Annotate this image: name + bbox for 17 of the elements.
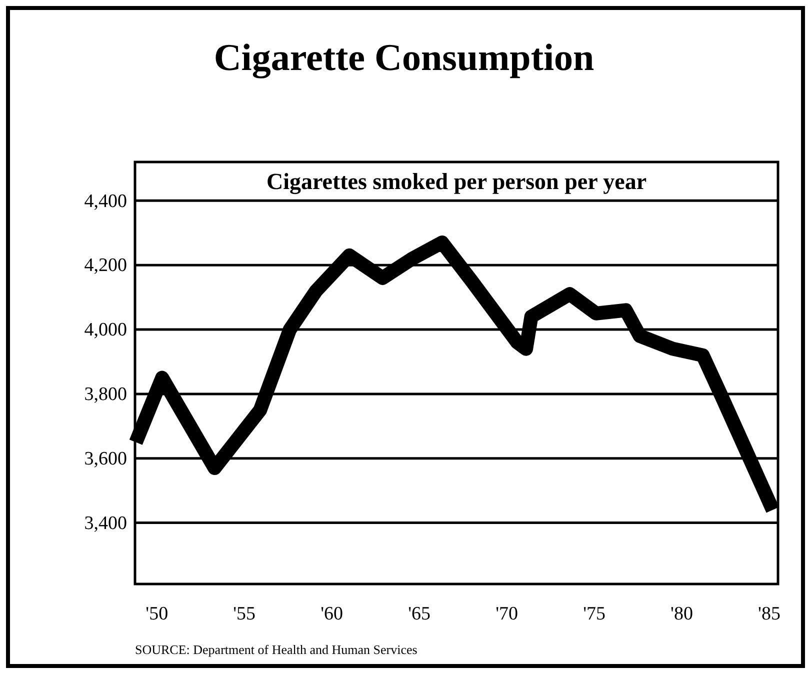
chart-subtitle: Cigarettes smoked per person per year (266, 169, 647, 195)
y-tick-label: 4,400 (84, 190, 127, 212)
x-tick-label: '60 (320, 603, 344, 624)
y-tick-label: 4,000 (84, 320, 127, 341)
x-tick-label: '85 (758, 603, 780, 624)
y-tick-label: 3,800 (84, 384, 127, 406)
x-tick-label: '70 (496, 603, 518, 624)
x-tick-label: '80 (670, 603, 693, 624)
x-tick-label: '55 (233, 603, 256, 624)
x-tick-label: '50 (146, 603, 168, 624)
x-tick-label: '65 (408, 603, 431, 624)
y-tick-label: 3,600 (84, 448, 127, 470)
chart-title: Cigarette Consumption (214, 37, 594, 79)
y-tick-label: 3,400 (84, 512, 127, 534)
x-tick-label: '75 (583, 603, 606, 624)
y-tick-label: 4,200 (84, 255, 127, 276)
source-note: SOURCE: Department of Health and Human Services (135, 642, 418, 657)
